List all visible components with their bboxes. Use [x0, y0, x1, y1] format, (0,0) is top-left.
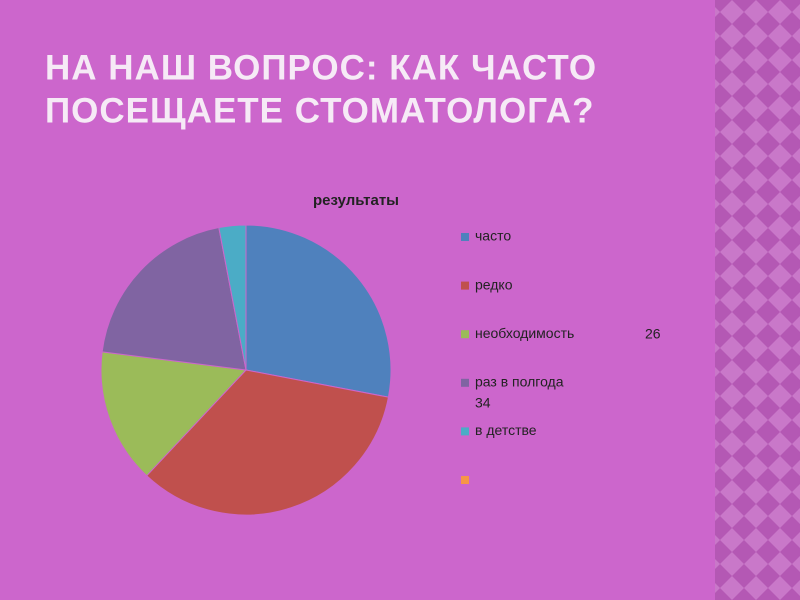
slide-title: НА НАШ ВОПРОС: КАК ЧАСТО [45, 48, 597, 87]
legend-marker [461, 378, 469, 387]
legend-label: редко [475, 276, 513, 292]
pie-slice [245, 224, 392, 398]
legend-marker [461, 476, 469, 484]
pie-slice [146, 369, 390, 516]
annotation: 34 [475, 395, 491, 411]
legend-marker [461, 330, 469, 339]
side-pattern [715, 0, 800, 600]
pie-slice [101, 226, 247, 371]
legend-label: раз в полгода [475, 374, 564, 390]
legend-label: в детстве [475, 422, 537, 438]
pie-slice [100, 351, 248, 477]
annotation: 26 [645, 326, 661, 342]
legend-marker [461, 233, 469, 241]
chart-title: результаты [313, 192, 399, 209]
legend-marker [461, 427, 469, 436]
legend-marker [461, 281, 469, 290]
legend-label: необходимость [475, 325, 574, 341]
pie-slice [218, 224, 247, 371]
slide-title: ПОСЕЩАЕТЕ СТОМАТОЛОГА? [45, 91, 595, 130]
legend-label: часто [475, 228, 511, 244]
